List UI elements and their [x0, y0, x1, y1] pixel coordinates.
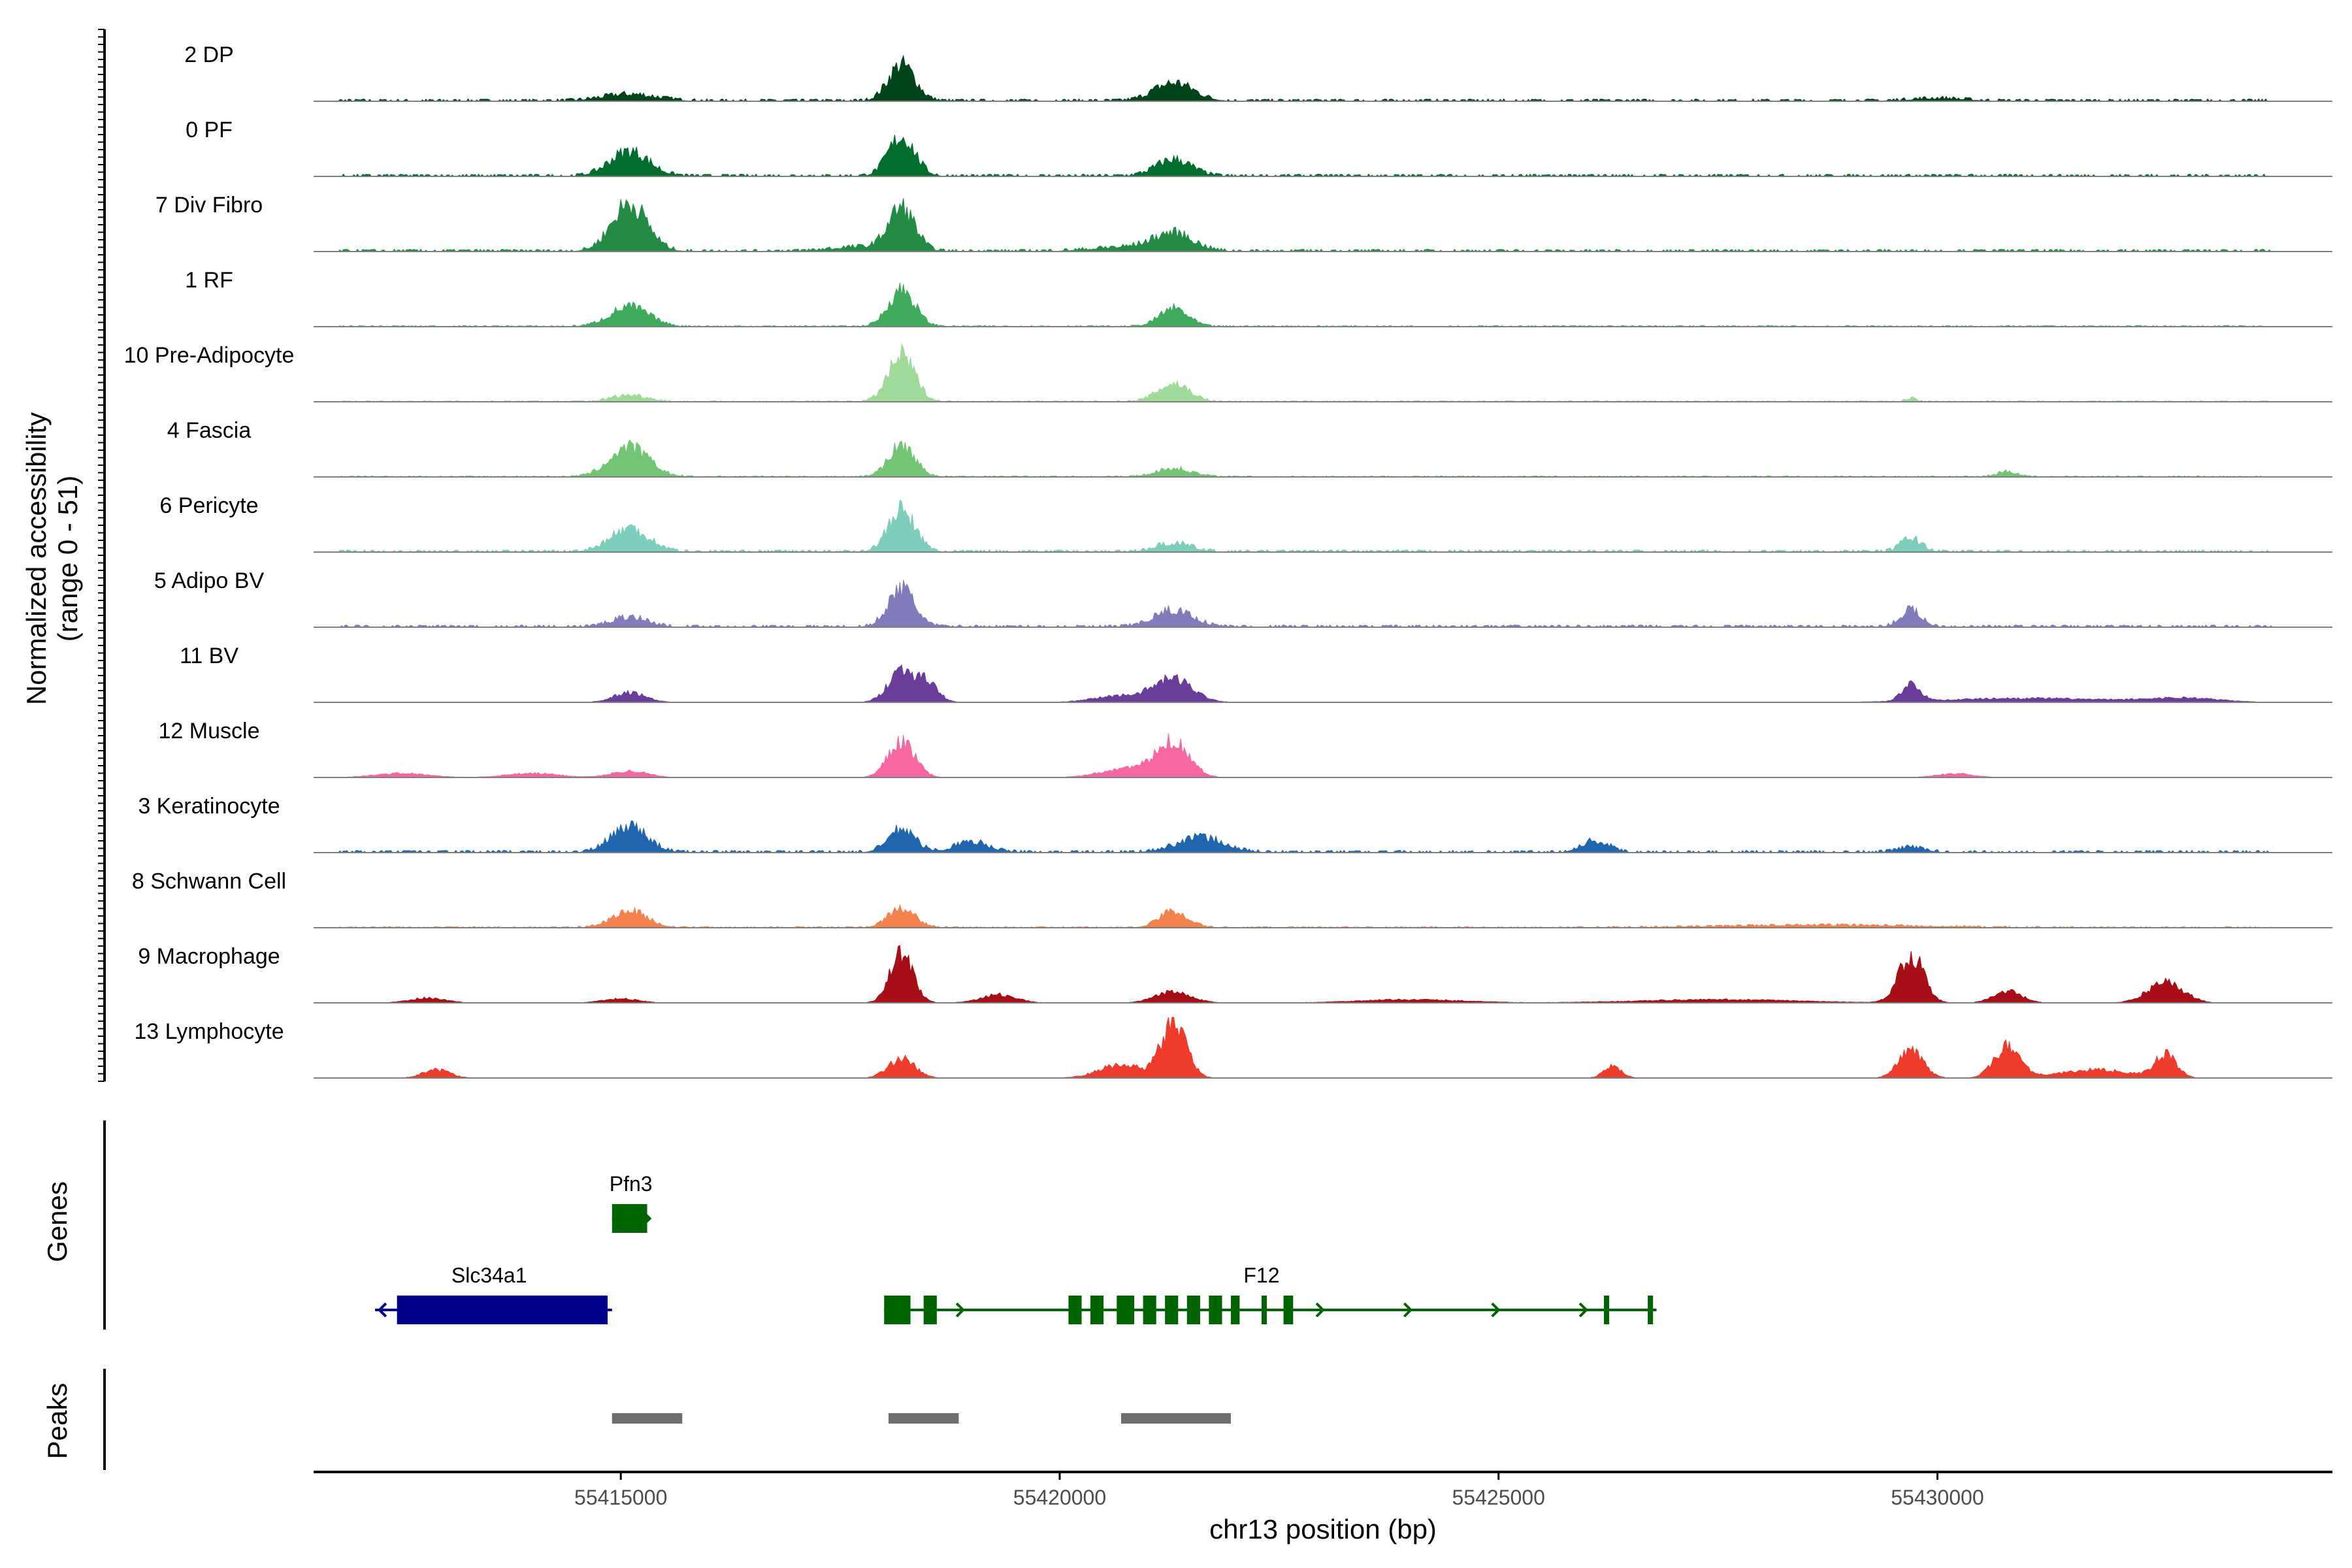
x-tick-label: 55430000: [1891, 1486, 1984, 1509]
peak-region: [888, 1413, 959, 1424]
gene-name-label: Pfn3: [610, 1172, 653, 1196]
coverage-area: [314, 343, 2332, 402]
x-tick-label: 55415000: [574, 1486, 667, 1509]
strand-arrow: [1403, 1302, 1413, 1318]
track-label: 12 Muscle: [159, 719, 260, 743]
gene-model: F12: [884, 1264, 1657, 1324]
strand-arrow: [1315, 1302, 1325, 1318]
coverage-area: [314, 198, 2332, 252]
coverage-track: 9 Macrophage: [138, 944, 2332, 1004]
gene-exon: [1230, 1296, 1240, 1324]
x-axis-title: chr13 position (bp): [1209, 1514, 1437, 1544]
track-label: 7 Div Fibro: [155, 193, 263, 218]
coverage-track: 5 Adipo BV: [154, 568, 2332, 628]
gene-exon: [923, 1296, 937, 1324]
coverage-track: 12 Muscle: [159, 719, 2332, 778]
coverage-area: [314, 54, 2332, 102]
gene-name-label: F12: [1243, 1264, 1279, 1287]
strand-arrow: [642, 1211, 652, 1226]
coverage-area: [314, 439, 2332, 478]
coverage-track: 6 Pericyte: [159, 493, 2332, 553]
gene-exon: [1143, 1296, 1156, 1324]
strand-arrow: [1491, 1302, 1501, 1318]
coverage-area: [314, 499, 2332, 553]
x-axis: 55415000 55420000 55425000 55430000: [314, 1471, 2332, 1509]
track-label: 1 RF: [185, 268, 233, 293]
track-label: 4 Fascia: [167, 418, 252, 443]
x-tick-label: 55420000: [1013, 1486, 1106, 1509]
gene-model: Slc34a1: [375, 1264, 612, 1324]
track-label: 11 BV: [180, 644, 238, 668]
coverage-track: 0 PF: [186, 118, 2332, 177]
gene-exon: [397, 1296, 608, 1324]
coverage-area: [314, 580, 2332, 628]
coverage-area: [314, 135, 2332, 177]
track-label: 6 Pericyte: [159, 493, 258, 518]
gene-exon: [1186, 1296, 1200, 1324]
coverage-track: 10 Pre-Adipocyte: [124, 343, 2332, 402]
peak-region: [612, 1413, 683, 1424]
y-axis-title-line2: (range 0 - 51): [52, 476, 83, 642]
track-label: 3 Keratinocyte: [138, 794, 280, 819]
track-label: 10 Pre-Adipocyte: [124, 343, 295, 368]
gene-exon: [1209, 1296, 1222, 1324]
peak-region: [1121, 1413, 1231, 1424]
gene-exon: [1603, 1296, 1609, 1324]
track-label: 9 Macrophage: [138, 944, 280, 969]
coverage-area: [314, 664, 2332, 703]
coverage-track: 2 DP: [184, 42, 2332, 102]
coverage-track: 1 RF: [185, 268, 2332, 327]
strand-arrow: [377, 1302, 387, 1318]
x-tick-label: 55425000: [1452, 1486, 1545, 1509]
gene-exon: [1165, 1296, 1179, 1324]
coverage-area: [314, 733, 2332, 778]
gene-annotation-panel: Genes Pfn3 Slc34a1 F12: [42, 1120, 1657, 1330]
y-axis-title-line1: Normalized accessibility: [21, 412, 52, 705]
gene-exon: [1117, 1296, 1135, 1324]
peak-region-panel: Peaks: [42, 1369, 1231, 1470]
strand-arrow: [955, 1302, 965, 1318]
coverage-track: 8 Schwann Cell: [132, 869, 2332, 928]
track-label: 13 Lymphocyte: [134, 1019, 284, 1044]
track-label: 5 Adipo BV: [154, 568, 265, 593]
gene-exon: [1090, 1296, 1104, 1324]
coverage-area: [314, 945, 2332, 1004]
coverage-area: [314, 904, 2332, 928]
gene-model: Pfn3: [610, 1172, 653, 1233]
gene-exon: [884, 1296, 911, 1324]
coverage-area: [314, 1017, 2332, 1079]
gene-exon: [1283, 1296, 1294, 1324]
gene-exon: [1261, 1296, 1267, 1324]
coverage-area: [314, 820, 2332, 853]
coverage-track: 11 BV: [180, 644, 2332, 703]
coverage-y-axis: [98, 29, 106, 1082]
track-label: 8 Schwann Cell: [132, 869, 286, 894]
strand-arrow: [1578, 1302, 1588, 1318]
track-label: 0 PF: [186, 118, 233, 142]
coverage-tracks: 2 DP 0 PF 7 Div Fibro 1 RF 10 Pre-Adipocyte 4…: [124, 42, 2332, 1079]
coverage-track: 13 Lymphocyte: [134, 1017, 2332, 1079]
gene-name-label: Slc34a1: [451, 1264, 527, 1287]
genes-panel-title: Genes: [42, 1181, 73, 1262]
gene-exon: [612, 1204, 647, 1233]
coverage-area: [314, 282, 2332, 327]
gene-exon: [1648, 1296, 1654, 1324]
coverage-track: 3 Keratinocyte: [138, 794, 2332, 853]
track-label: 2 DP: [184, 42, 234, 67]
coverage-track: 7 Div Fibro: [155, 193, 2332, 252]
peaks-panel-title: Peaks: [42, 1383, 73, 1460]
gene-exon: [1068, 1296, 1082, 1324]
coverage-track: 4 Fascia: [167, 418, 2332, 478]
